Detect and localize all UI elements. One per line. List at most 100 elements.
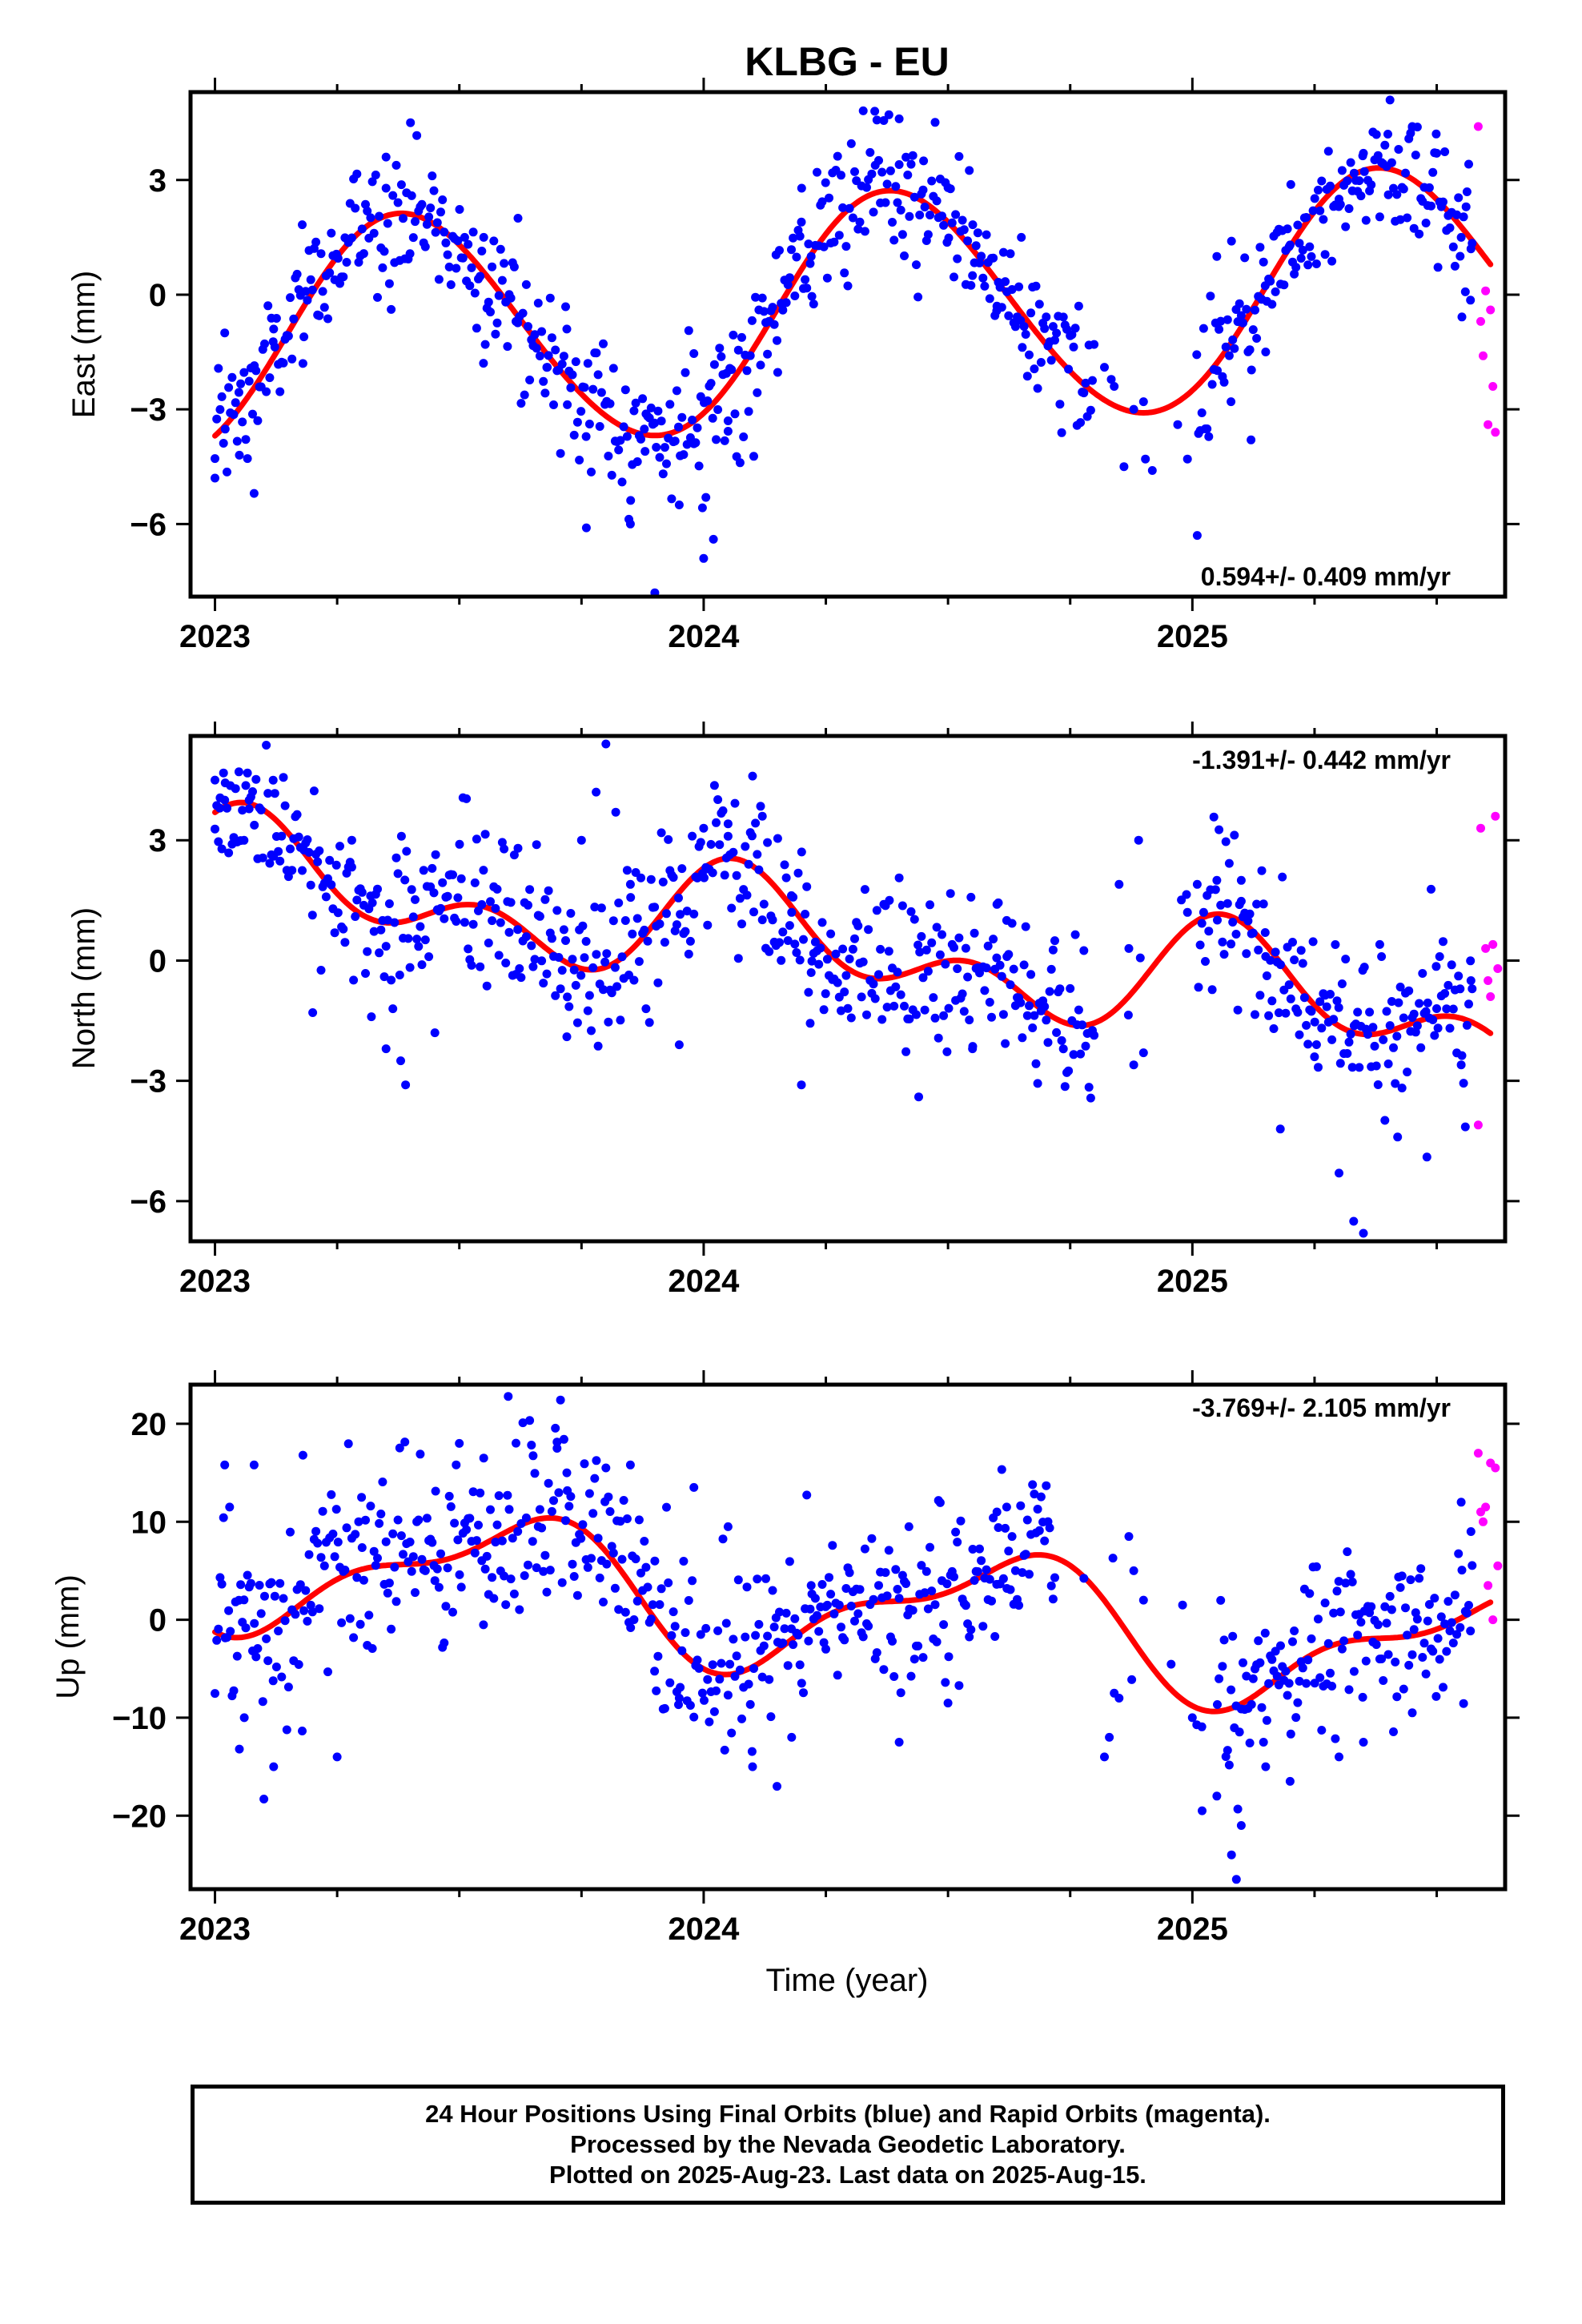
up-data-point bbox=[715, 1675, 725, 1684]
east-data-point bbox=[1283, 224, 1292, 234]
up-data-point bbox=[1004, 1546, 1014, 1556]
up-data-point bbox=[452, 1460, 461, 1470]
up-data-point bbox=[1371, 1640, 1381, 1650]
north-data-point bbox=[287, 866, 297, 875]
up-data-point bbox=[1045, 1523, 1054, 1533]
up-data-point bbox=[705, 1717, 714, 1727]
up-data-point bbox=[345, 1614, 355, 1623]
east-data-point bbox=[406, 118, 416, 127]
up-data-point bbox=[340, 1566, 350, 1574]
north-data-point bbox=[592, 787, 601, 797]
up-data-point bbox=[446, 1502, 456, 1511]
north-data-point bbox=[1382, 1007, 1391, 1016]
north-data-point bbox=[625, 879, 635, 889]
up-data-point bbox=[826, 1590, 836, 1599]
up-data-point bbox=[1028, 1480, 1038, 1490]
up-data-point bbox=[1344, 1685, 1354, 1695]
up-data-point bbox=[444, 1491, 454, 1501]
north-data-point bbox=[539, 979, 548, 988]
east-data-point bbox=[533, 299, 543, 308]
east-data-point bbox=[855, 217, 865, 227]
east-data-point bbox=[1007, 285, 1017, 294]
up-data-point bbox=[636, 1568, 645, 1578]
east-data-point bbox=[411, 217, 420, 227]
up-data-point bbox=[1440, 1619, 1450, 1629]
east-data-point bbox=[1219, 377, 1229, 387]
east-data-point bbox=[749, 452, 758, 461]
east-data-point bbox=[1456, 232, 1466, 242]
up-data-point bbox=[217, 1579, 227, 1589]
north-data-point bbox=[239, 835, 249, 845]
north-data-point bbox=[1060, 1082, 1070, 1092]
east-data-point bbox=[235, 450, 244, 460]
up-data-point bbox=[721, 1618, 731, 1628]
east-data-point bbox=[391, 160, 401, 170]
up-data-point bbox=[804, 1636, 813, 1646]
up-data-point bbox=[787, 1732, 797, 1742]
east-data-point bbox=[1042, 312, 1051, 322]
east-data-point bbox=[453, 236, 463, 246]
north-data-point bbox=[540, 895, 550, 904]
north-rapid-point bbox=[1488, 939, 1498, 949]
north-data-point bbox=[1393, 1132, 1403, 1142]
up-data-point bbox=[1412, 1614, 1422, 1624]
east-x-tick-label: 2023 bbox=[179, 619, 251, 654]
north-data-point bbox=[1213, 915, 1222, 925]
north-data-point bbox=[765, 947, 774, 956]
up-data-point bbox=[717, 1659, 726, 1668]
east-data-point bbox=[496, 244, 505, 254]
up-data-point bbox=[520, 1571, 529, 1580]
up-data-point bbox=[1267, 1655, 1277, 1664]
east-data-point bbox=[424, 212, 434, 222]
up-data-point bbox=[901, 1579, 911, 1588]
east-data-point bbox=[730, 409, 740, 419]
east-data-point bbox=[420, 242, 430, 251]
north-data-point bbox=[797, 847, 806, 857]
x-axis-label: Time (year) bbox=[766, 1963, 929, 1998]
east-data-point bbox=[709, 534, 718, 544]
north-data-point bbox=[777, 955, 786, 965]
up-data-point bbox=[1228, 1631, 1238, 1641]
north-data-point bbox=[416, 922, 425, 931]
east-data-point bbox=[543, 363, 552, 372]
north-data-point bbox=[662, 909, 671, 919]
up-data-point bbox=[793, 1630, 803, 1640]
north-data-point bbox=[275, 856, 285, 866]
north-data-point bbox=[644, 1018, 654, 1027]
up-data-point bbox=[797, 1679, 806, 1688]
north-data-point bbox=[1252, 899, 1262, 909]
east-data-point bbox=[229, 410, 239, 420]
north-data-point bbox=[653, 978, 663, 987]
east-data-point bbox=[1341, 222, 1351, 231]
east-data-point bbox=[333, 254, 343, 263]
up-data-point bbox=[977, 1556, 986, 1566]
east-data-point bbox=[778, 305, 788, 315]
north-data-point bbox=[357, 887, 367, 897]
north-data-point bbox=[1070, 930, 1080, 939]
north-data-point bbox=[682, 907, 692, 916]
east-data-point bbox=[260, 339, 269, 348]
north-data-point bbox=[443, 891, 452, 901]
north-data-point bbox=[1391, 1079, 1400, 1088]
north-data-point bbox=[995, 960, 1005, 970]
up-data-point bbox=[568, 1559, 577, 1569]
north-data-point bbox=[816, 943, 825, 953]
east-data-point bbox=[706, 379, 716, 388]
east-data-point bbox=[262, 387, 271, 396]
up-data-point bbox=[1419, 1638, 1429, 1648]
east-data-point bbox=[846, 139, 856, 148]
north-x-tick-label: 2023 bbox=[179, 1264, 251, 1299]
east-ylabel: East (mm) bbox=[66, 271, 102, 418]
north-data-point bbox=[396, 831, 406, 841]
east-data-point bbox=[1227, 397, 1236, 407]
north-data-point bbox=[718, 806, 728, 815]
north-data-point bbox=[1359, 963, 1369, 972]
up-data-point bbox=[781, 1608, 791, 1618]
up-data-point bbox=[1255, 1658, 1265, 1667]
up-data-point bbox=[1227, 1850, 1236, 1860]
up-data-point bbox=[881, 1568, 890, 1578]
east-data-point bbox=[596, 388, 606, 397]
up-rapid-point bbox=[1488, 1615, 1498, 1625]
east-data-point bbox=[636, 434, 645, 444]
